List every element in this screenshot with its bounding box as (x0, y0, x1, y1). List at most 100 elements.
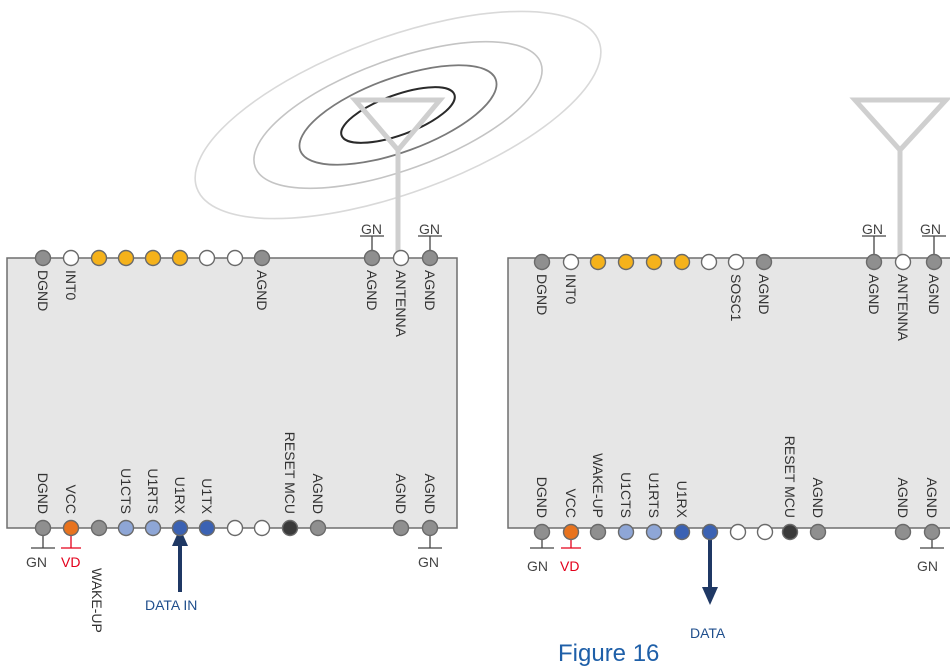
pin-gray (755, 253, 773, 271)
pin-label: U1RTS (145, 468, 161, 514)
pin-gray (34, 249, 52, 267)
pin-white (756, 523, 774, 541)
pin-white (729, 523, 747, 541)
gnd-label: GN (917, 558, 938, 574)
pin-label: DGND (35, 270, 51, 311)
pin-gray (363, 249, 381, 267)
pin-label: AGND (422, 474, 438, 514)
pin-gray (925, 253, 943, 271)
data-out-arrow-icon (702, 532, 718, 605)
pin-label: INT0 (63, 270, 79, 301)
pin-gray (90, 519, 108, 537)
wake-up-label: WAKE-UP (89, 568, 105, 633)
data-in-arrow-icon (172, 528, 188, 592)
pin-label: AGND (895, 478, 911, 518)
pin-white (226, 519, 244, 537)
pin-label: AGND (310, 474, 326, 514)
gnd-label: GN (418, 554, 439, 570)
gnd-label: GN (361, 221, 382, 237)
pin-label: AGND (254, 270, 270, 310)
pin-label: U1RX (172, 477, 188, 515)
gnd-label: GN (527, 558, 548, 574)
pin-white (62, 249, 80, 267)
pin-light_blue (617, 523, 635, 541)
pin-gray (533, 523, 551, 541)
pin-label: DGND (534, 274, 550, 315)
pin-label: RESET MCU (782, 436, 798, 518)
pin-white (727, 253, 745, 271)
pin-label: AGND (810, 478, 826, 518)
pin-label: ANTENNA (895, 274, 911, 342)
pin-label: AGND (924, 478, 940, 518)
pin-light_blue (117, 519, 135, 537)
pin-blue (198, 519, 216, 537)
pin-blue (701, 523, 719, 541)
pin-label: AGND (422, 270, 438, 310)
pin-white (700, 253, 718, 271)
data-out-label: DATA (690, 625, 726, 641)
pin-label: AGND (393, 474, 409, 514)
antenna-icon (349, 97, 446, 262)
right-module-pins: DGND INT0 SOSC1 AGND AGND ANTENNA AGND DGND VCC W… (533, 253, 943, 541)
pin-label: AGND (364, 270, 380, 310)
pin-black (781, 523, 799, 541)
gnd-label: GN (26, 554, 47, 570)
pin-gray (865, 253, 883, 271)
pin-black (281, 519, 299, 537)
pin-gray (34, 519, 52, 537)
pin-orange (562, 523, 580, 541)
pin-yellow (171, 249, 189, 267)
pin-gray (589, 523, 607, 541)
pin-blue (673, 523, 691, 541)
pin-gray (309, 519, 327, 537)
right-module-board (507, 257, 950, 529)
pin-label: DGND (35, 473, 51, 514)
pin-yellow (673, 253, 691, 271)
pin-label: AGND (926, 274, 942, 314)
pin-label: SOSC1 (728, 274, 744, 322)
gnd-label: GN (419, 221, 440, 237)
pin-light_blue (144, 519, 162, 537)
pin-white (198, 249, 216, 267)
pin-label: INT0 (563, 274, 579, 305)
pin-gray (809, 523, 827, 541)
vd-label: VD (560, 558, 579, 574)
pin-label: ANTENNA (393, 270, 409, 338)
pin-gray (894, 523, 912, 541)
pin-label: WAKE-UP (590, 453, 606, 518)
pin-white (562, 253, 580, 271)
pin-orange (62, 519, 80, 537)
pin-gray (421, 249, 439, 267)
gnd-label: GN (920, 221, 941, 237)
data-in-label: DATA IN (145, 597, 197, 613)
pin-white (253, 519, 271, 537)
pin-label: U1CTS (618, 472, 634, 518)
pin-label: AGND (756, 274, 772, 314)
pin-label: VCC (563, 488, 579, 518)
left-module-pins: DGND INT0 AGND AGND ANTENNA AGND DGND VCC U1CTS U… (34, 249, 439, 537)
gnd-label: GN (862, 221, 883, 237)
pin-label: U1RTS (646, 472, 662, 518)
figure-caption: Figure 16 (558, 640, 660, 667)
pin-label: U1TX (199, 478, 215, 514)
pin-gray (533, 253, 551, 271)
pin-label: U1CTS (118, 468, 134, 514)
pin-label: RESET MCU (282, 432, 298, 514)
pin-white (226, 249, 244, 267)
radio-wave-icon (194, 10, 602, 220)
pin-gray (923, 523, 941, 541)
pin-label: DGND (534, 477, 550, 518)
pin-yellow (144, 249, 162, 267)
pin-yellow (617, 253, 635, 271)
pin-gray (392, 519, 410, 537)
pin-yellow (90, 249, 108, 267)
vd-label: VD (61, 554, 80, 570)
pin-label: AGND (866, 274, 882, 314)
pin-light_blue (645, 523, 663, 541)
pin-yellow (645, 253, 663, 271)
pin-label: U1RX (674, 481, 690, 519)
pin-white (894, 253, 912, 271)
pin-yellow (117, 249, 135, 267)
pin-white (392, 249, 410, 267)
